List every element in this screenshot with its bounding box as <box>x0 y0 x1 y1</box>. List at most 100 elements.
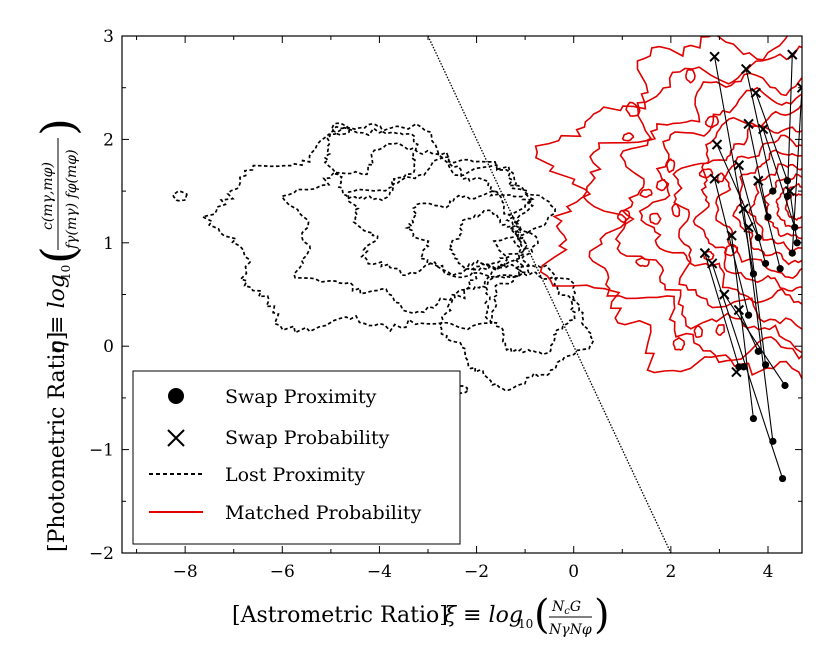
swap-probability-point <box>743 222 754 233</box>
swap-proximity-point <box>764 213 772 221</box>
swap-pair-line <box>711 263 784 479</box>
matched-contour <box>784 192 802 222</box>
swap-proximity-point <box>776 265 784 273</box>
x-marker-stroke <box>711 139 723 150</box>
swap-pair-line <box>757 180 781 269</box>
x-tick-label: −8 <box>173 562 198 582</box>
x-marker-stroke <box>726 230 737 241</box>
lost-contour <box>280 142 539 315</box>
swap-probability-point <box>711 139 723 150</box>
x-marker-stroke <box>743 118 754 130</box>
x-axis-frac-numerator: NcG <box>551 599 581 617</box>
y-tick-label: 2 <box>103 130 114 150</box>
matched-contour-island <box>715 323 725 336</box>
y-tick-label: −2 <box>89 544 114 564</box>
lost-contour <box>330 122 351 136</box>
matched-contour-island <box>621 132 635 142</box>
swap-proximity-point <box>749 270 758 278</box>
swap-proximity-point <box>744 311 753 319</box>
x-marker-stroke <box>719 289 730 300</box>
swap-probability-point <box>709 51 720 62</box>
matched-contour <box>638 86 802 331</box>
swap-pair-line <box>723 294 786 386</box>
matched-contour <box>748 163 802 253</box>
lost-contour <box>484 270 577 356</box>
swap-probability-point <box>753 175 764 186</box>
legend-box <box>132 370 461 545</box>
y-axis-label-symbol: η ≡ log <box>45 274 70 354</box>
swap-pair-line <box>704 252 740 368</box>
legend: Swap Proximity Swap Probability Lost Pro… <box>132 370 461 545</box>
legend-label-matched-probability: Matched Probability <box>225 502 422 524</box>
x-marker-stroke <box>753 175 764 186</box>
x-axis-left-paren: ( <box>534 592 550 638</box>
x-axis-label-text: [Astrometric Ratio] <box>232 603 448 628</box>
swap-proximity-point <box>761 361 770 369</box>
swap-probability-point <box>699 247 711 259</box>
swap-pair-line <box>738 165 767 264</box>
matched-contour-island <box>649 212 662 225</box>
x-tick-label: −6 <box>270 562 295 582</box>
legend-label-lost-proximity: Lost Proximity <box>225 464 365 486</box>
swap-proximity-point <box>740 363 748 371</box>
swap-probability-point <box>733 160 745 171</box>
swap-pair-line <box>748 227 767 365</box>
swap-proximity-point <box>781 381 789 390</box>
x-marker-stroke <box>699 247 711 259</box>
y-tick-label: 0 <box>103 337 114 357</box>
x-marker-stroke <box>787 49 798 60</box>
matched-contour-island <box>617 209 631 224</box>
y-axis-label: [Photometric Ratio] η ≡ log 10 ( c(mγ,mφ… <box>31 118 85 552</box>
swap-pair-line <box>748 123 769 218</box>
matched-contour <box>763 173 802 240</box>
matched-contour-island <box>704 115 720 129</box>
x-marker-stroke <box>706 258 718 269</box>
y-axis-log-subscript: 10 <box>59 265 73 280</box>
swap-probability-point <box>743 118 754 130</box>
axis-ticks: −8 −6 −4 −2 0 2 4 −2 −1 0 1 2 3 <box>89 27 802 582</box>
swap-pair-line <box>714 178 750 316</box>
swap-pair-line <box>743 208 774 442</box>
matched-contour-island <box>693 324 704 339</box>
matched-contour <box>732 149 802 266</box>
matched-contour-island <box>685 68 696 84</box>
y-axis-frac-denominator: fγ(mγ) fφ(mφ) <box>64 149 80 250</box>
matched-contour <box>582 45 802 364</box>
x-marker-stroke <box>740 63 752 75</box>
x-tick-label: 4 <box>763 562 774 582</box>
matched-contour-island <box>639 188 653 199</box>
swap-proximity-point <box>749 414 758 423</box>
lost-contour <box>438 263 595 391</box>
x-axis-frac-denominator: NγNφ <box>548 622 592 638</box>
y-tick-label: 1 <box>103 234 114 254</box>
swap-pair-line <box>791 87 802 254</box>
swap-pair-line <box>762 128 796 228</box>
x-tick-label: −4 <box>367 562 392 582</box>
swap-proximity-point <box>754 347 762 355</box>
swap-probability-point <box>796 82 802 93</box>
x-marker-stroke <box>733 160 745 171</box>
x-marker-stroke <box>733 304 745 316</box>
x-marker-stroke <box>709 173 720 184</box>
matched-contour <box>715 134 802 279</box>
swap-probability-point <box>750 87 762 99</box>
matched-contour <box>534 36 802 381</box>
legend-label-swap-proximity: Swap Proximity <box>225 386 377 408</box>
y-axis-frac-numerator: c(mγ,mφ) <box>40 162 56 230</box>
lost-contour <box>404 190 528 276</box>
matched-contour-island <box>635 257 650 268</box>
matched-contour-island <box>665 157 676 174</box>
matched-contour <box>692 125 802 292</box>
swap-probability-point <box>709 173 720 184</box>
matched-contour <box>614 72 802 354</box>
x-marker-stroke <box>757 123 769 135</box>
x-marker-stroke <box>750 87 762 99</box>
matched-contour-island <box>625 101 640 117</box>
swap-probability-point <box>726 230 737 241</box>
x-marker-stroke <box>743 222 754 233</box>
matched-contour <box>775 182 802 229</box>
swap-proximity-point <box>761 259 770 268</box>
lost-contour <box>347 157 535 279</box>
swap-probability-point <box>733 304 745 316</box>
